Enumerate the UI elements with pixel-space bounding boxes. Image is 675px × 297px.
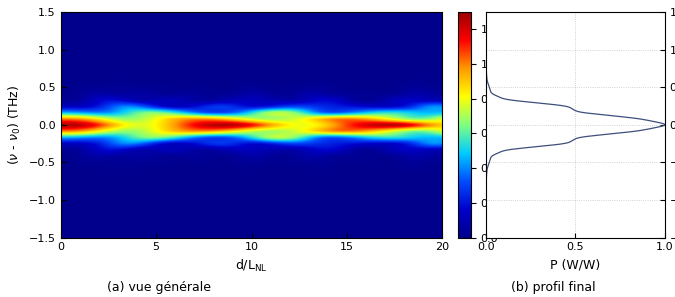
X-axis label: P (W/W): P (W/W) — [550, 258, 601, 271]
X-axis label: d/L$_{\mathregular{NL}}$: d/L$_{\mathregular{NL}}$ — [235, 258, 268, 274]
Text: (a) vue générale: (a) vue générale — [107, 281, 211, 294]
Y-axis label: ($\nu$ - $\nu_0$) (THz): ($\nu$ - $\nu_0$) (THz) — [7, 85, 24, 165]
Text: (b) profil final: (b) profil final — [511, 281, 596, 294]
